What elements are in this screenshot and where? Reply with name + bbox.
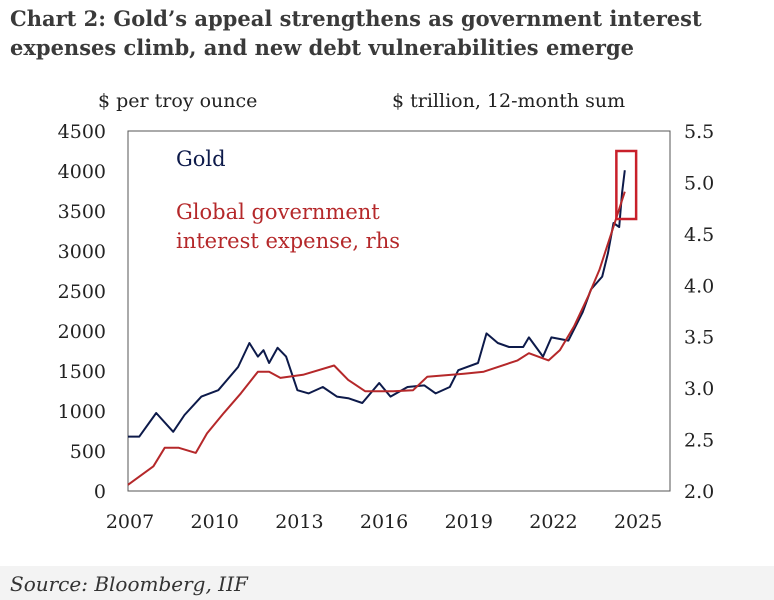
y-tick-label: 3000 (58, 241, 106, 263)
y-tick-label: 1500 (58, 361, 106, 383)
y2-tick-label: 3.5 (684, 327, 714, 349)
footer-band (0, 566, 774, 600)
y2-tick-label: 4.5 (684, 224, 714, 246)
x-tick-label: 2016 (360, 511, 408, 533)
y-tick-label: 2500 (58, 281, 106, 303)
y-tick-label: 4000 (58, 161, 106, 183)
x-tick-label: 2022 (529, 511, 577, 533)
x-tick-label: 2013 (275, 511, 323, 533)
right-axis-label: $ trillion, 12-month sum (392, 90, 626, 112)
x-ticks: 2007 2010 2013 2016 2019 2022 2025 (106, 511, 662, 533)
y2-tick-label: 3.0 (684, 378, 714, 400)
y2-tick-label: 5.0 (684, 172, 714, 194)
plot-frame (127, 130, 671, 492)
y2-ticks: 2.0 2.5 3.0 3.5 4.0 4.5 5.0 5.5 (684, 121, 714, 503)
interest-expense-line (127, 191, 626, 486)
y2-tick-label: 2.0 (684, 481, 714, 503)
source-note: Source: Bloomberg, IIF (10, 572, 248, 596)
y2-tick-label: 4.0 (684, 275, 714, 297)
y-tick-label: 500 (70, 441, 106, 463)
annotations (615, 149, 638, 221)
y2-tick-label: 2.5 (684, 430, 714, 452)
x-tick-label: 2025 (614, 511, 662, 533)
highlight-box (615, 149, 638, 221)
y-tick-label: 0 (94, 481, 106, 503)
y-tick-label: 3500 (58, 201, 106, 223)
x-tick-label: 2007 (106, 511, 154, 533)
y2-tick-label: 5.5 (684, 121, 714, 143)
y-tick-label: 2000 (58, 321, 106, 343)
legend-interest-line1: Global government (176, 200, 380, 224)
x-tick-label: 2010 (191, 511, 239, 533)
legend-gold: Gold (176, 147, 226, 171)
chart-title: Chart 2: Gold’s appeal strengthens as go… (10, 6, 702, 60)
legend-interest-line2: interest expense, rhs (176, 229, 400, 253)
y-ticks: 0 500 1000 1500 2000 2500 3000 3500 4000 4500 (58, 121, 106, 503)
series-lines (127, 170, 626, 486)
x-tick-label: 2019 (445, 511, 493, 533)
y-tick-label: 4500 (58, 121, 106, 143)
chart: 2007 2010 2013 2016 2019 2022 2025 0 500 1000 150… (58, 121, 715, 533)
left-axis-label: $ per troy ounce (98, 90, 258, 112)
y-tick-label: 1000 (58, 401, 106, 423)
